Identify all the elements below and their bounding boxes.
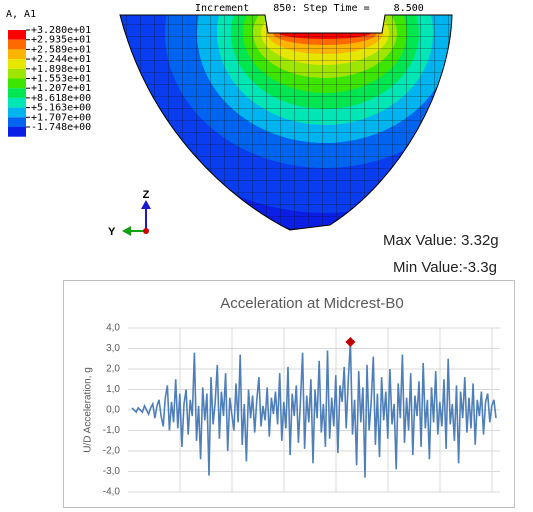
legend-label: +1.898e+01 — [31, 64, 91, 75]
legend-swatch — [8, 59, 26, 69]
y-label: Y — [108, 226, 116, 238]
legend-swatch — [8, 68, 26, 79]
y-tick-label: 0,0 — [106, 405, 120, 416]
max-marker — [345, 336, 356, 347]
legend-swatch — [8, 127, 26, 137]
y-tick-label: 3,0 — [106, 343, 120, 354]
legend-label: +1.707e+00 — [31, 112, 91, 123]
legend-swatch — [8, 30, 26, 40]
legend-label: +2.244e+01 — [31, 54, 91, 65]
legend-label: -1.748e+00 — [31, 122, 91, 133]
z-label: Z — [143, 189, 150, 201]
dam-outline — [119, 14, 453, 231]
legend-title: A, A1 — [6, 9, 36, 20]
y-tick-label: -4,0 — [103, 487, 121, 498]
axis-triad: Z Y — [108, 189, 151, 238]
legend-swatch — [8, 107, 26, 118]
y-tick-label: 2,0 — [106, 364, 120, 375]
legend-label: +1.207e+01 — [31, 83, 91, 94]
min-value: Min Value:-3.3g — [393, 259, 497, 276]
legend-swatch — [8, 39, 26, 50]
max-value: Max Value: 3.32g — [383, 232, 499, 249]
legend-label: +2.935e+01 — [31, 35, 91, 46]
y-axis-label: U/D Acceleration, g — [83, 367, 94, 453]
y-tick-label: -3,0 — [103, 466, 121, 477]
legend-label: +2.589e+01 — [31, 44, 91, 55]
series-line — [131, 341, 497, 478]
contour-plot — [120, 15, 452, 230]
legend-label: +5.163e+00 — [31, 103, 91, 114]
increment-header: Increment 850: Step Time = 8.500 — [195, 3, 424, 14]
y-tick-label: 1,0 — [106, 384, 120, 395]
legend-swatch — [8, 49, 26, 60]
legend-swatch — [8, 97, 26, 108]
y-tick-label: 4,0 — [106, 323, 120, 334]
legend-swatch — [8, 78, 26, 89]
legend-swatch — [8, 117, 26, 127]
legend-label: +1.553e+01 — [31, 74, 91, 85]
legend-swatch — [8, 88, 26, 98]
legend-label: +3.280e+01 — [31, 25, 91, 36]
y-tick-label: -1,0 — [103, 425, 121, 436]
y-tick-label: -2,0 — [103, 446, 121, 457]
chart-title: Acceleration at Midcrest-B0 — [220, 295, 403, 312]
legend-label: +8.618e+00 — [31, 93, 91, 104]
